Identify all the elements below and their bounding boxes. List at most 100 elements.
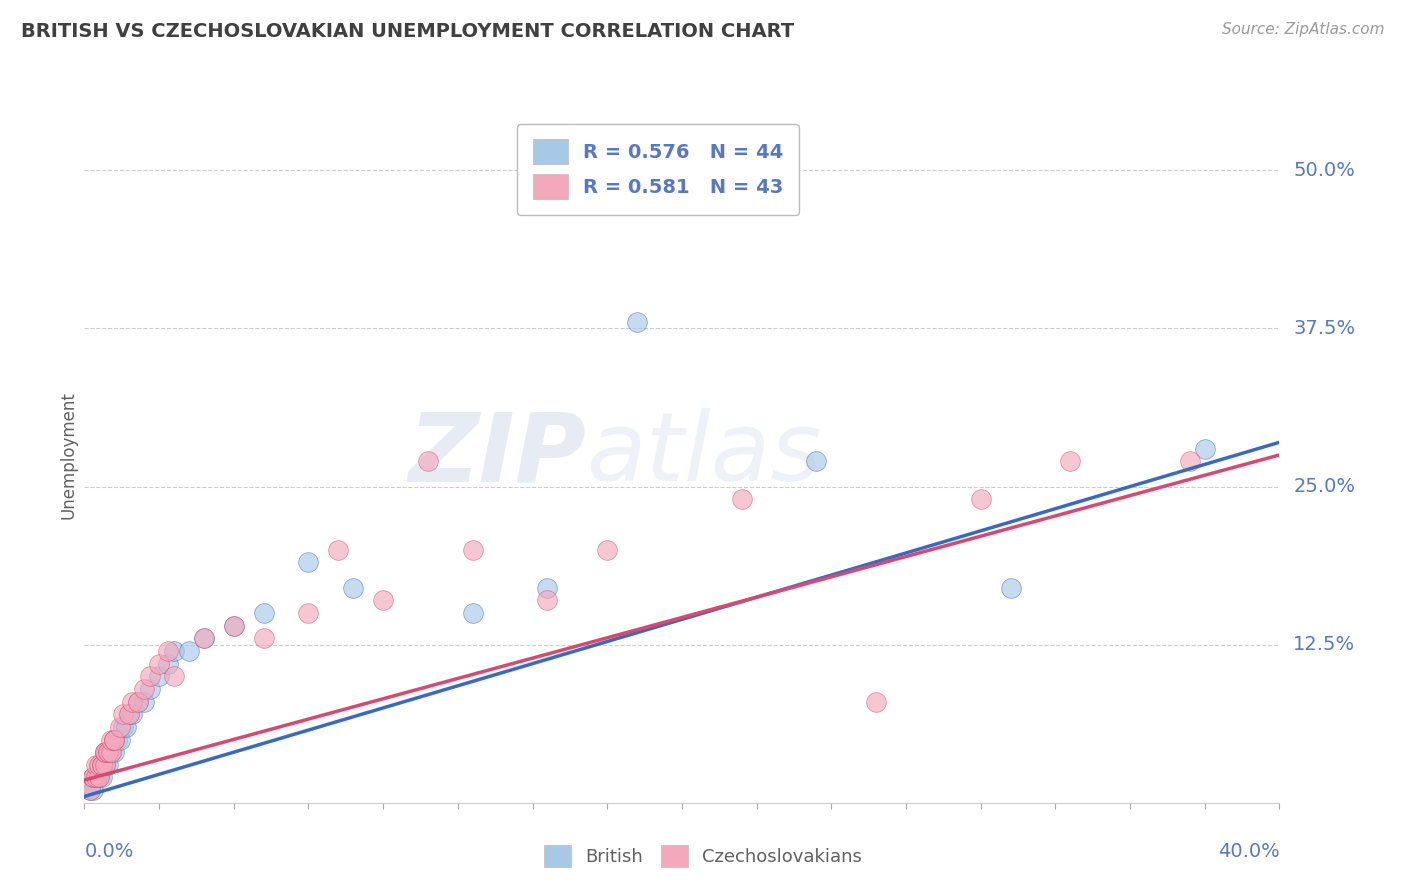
Point — [177, 644, 200, 658]
Point — [328, 542, 350, 557]
Text: Source: ZipAtlas.com: Source: ZipAtlas.com — [1222, 22, 1385, 37]
Text: 25.0%: 25.0% — [1294, 477, 1355, 496]
Point — [91, 757, 114, 772]
Point — [139, 681, 162, 696]
Point — [89, 771, 111, 785]
Point — [110, 732, 132, 747]
Point — [970, 492, 993, 507]
Point — [1178, 454, 1201, 468]
Point — [127, 695, 149, 709]
Point — [222, 618, 245, 632]
Text: BRITISH VS CZECHOSLOVAKIAN UNEMPLOYMENT CORRELATION CHART: BRITISH VS CZECHOSLOVAKIAN UNEMPLOYMENT … — [21, 22, 794, 41]
Point — [139, 669, 162, 683]
Point — [97, 745, 120, 759]
Point — [103, 732, 125, 747]
Point — [297, 556, 319, 570]
Point — [112, 707, 135, 722]
Point — [91, 771, 114, 785]
Point — [89, 771, 111, 785]
Point — [100, 732, 122, 747]
Point — [865, 695, 887, 709]
Point — [94, 757, 117, 772]
Point — [86, 771, 108, 785]
Point — [91, 757, 114, 772]
Point — [82, 771, 104, 785]
Point — [86, 771, 108, 785]
Point — [193, 632, 215, 646]
Point — [416, 454, 439, 468]
Point — [157, 644, 180, 658]
Point — [297, 606, 319, 620]
Text: atlas: atlas — [586, 409, 821, 501]
Text: ZIP: ZIP — [408, 409, 586, 501]
Point — [536, 581, 558, 595]
Point — [94, 745, 117, 759]
Point — [115, 720, 138, 734]
Y-axis label: Unemployment: Unemployment — [59, 391, 77, 519]
Point — [1059, 454, 1081, 468]
Point — [121, 707, 143, 722]
Text: 0.0%: 0.0% — [84, 842, 134, 861]
Text: 37.5%: 37.5% — [1294, 319, 1355, 338]
Point — [731, 492, 754, 507]
Point — [222, 618, 245, 632]
Point — [103, 732, 125, 747]
Point — [94, 745, 117, 759]
Point — [103, 745, 125, 759]
Legend: British, Czechoslovakians: British, Czechoslovakians — [537, 838, 869, 874]
Point — [121, 695, 143, 709]
Point — [91, 757, 114, 772]
Point — [148, 669, 170, 683]
Point — [342, 581, 364, 595]
Point — [94, 745, 117, 759]
Point — [97, 745, 120, 759]
Point — [89, 757, 111, 772]
Point — [86, 757, 108, 772]
Point — [89, 771, 111, 785]
Legend: R = 0.576   N = 44, R = 0.581   N = 43: R = 0.576 N = 44, R = 0.581 N = 43 — [517, 124, 799, 214]
Point — [626, 315, 648, 329]
Point — [82, 771, 104, 785]
Point — [132, 681, 156, 696]
Point — [112, 720, 135, 734]
Point — [91, 757, 114, 772]
Point — [132, 695, 156, 709]
Point — [461, 606, 484, 620]
Point — [461, 542, 484, 557]
Point — [118, 707, 141, 722]
Point — [79, 783, 101, 797]
Point — [86, 771, 108, 785]
Point — [253, 606, 276, 620]
Point — [97, 757, 120, 772]
Point — [103, 732, 125, 747]
Point — [97, 745, 120, 759]
Point — [148, 657, 170, 671]
Point — [105, 732, 128, 747]
Point — [1000, 581, 1022, 595]
Point — [536, 593, 558, 607]
Point — [193, 632, 215, 646]
Point — [127, 695, 149, 709]
Point — [100, 745, 122, 759]
Point — [163, 669, 186, 683]
Point — [1194, 442, 1216, 456]
Point — [253, 632, 276, 646]
Point — [100, 745, 122, 759]
Point — [94, 757, 117, 772]
Text: 50.0%: 50.0% — [1294, 161, 1355, 180]
Point — [806, 454, 828, 468]
Point — [157, 657, 180, 671]
Point — [82, 783, 104, 797]
Point — [89, 757, 111, 772]
Point — [94, 757, 117, 772]
Point — [118, 707, 141, 722]
Point — [82, 771, 104, 785]
Point — [373, 593, 395, 607]
Point — [100, 745, 122, 759]
Point — [79, 783, 101, 797]
Point — [163, 644, 186, 658]
Text: 12.5%: 12.5% — [1294, 635, 1355, 654]
Point — [110, 720, 132, 734]
Text: 40.0%: 40.0% — [1218, 842, 1279, 861]
Point — [596, 542, 619, 557]
